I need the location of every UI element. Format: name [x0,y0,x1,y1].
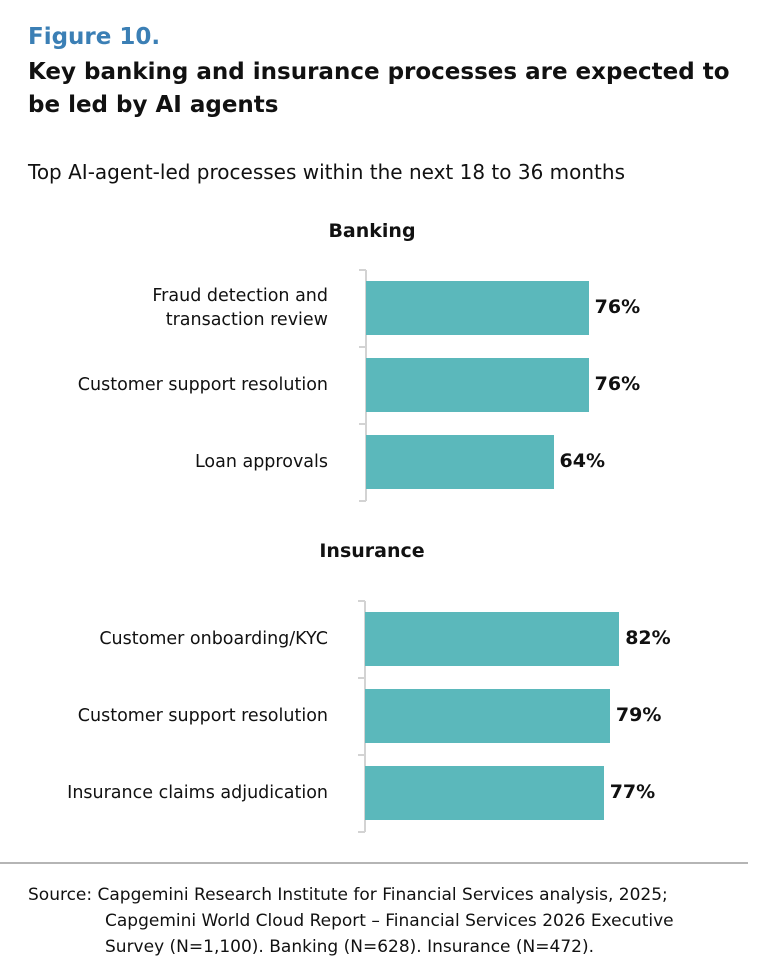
divider [0,862,748,864]
category-label: Fraud detection and transaction review [152,286,328,330]
bar [366,281,589,335]
axis-tick [358,754,365,756]
data-label: 64% [559,450,605,472]
source-line: Survey (N=1,100). Banking (N=628). Insur… [105,937,594,957]
bar [366,358,589,412]
bar [366,435,554,489]
source-note: Source: Capgemini Research Institute for… [28,882,674,960]
category-label: Insurance claims adjudication [67,783,328,803]
data-label: 82% [625,627,671,649]
source-line: Capgemini World Cloud Report – Financial… [105,911,674,931]
bar [365,689,610,743]
data-label: 77% [609,781,656,803]
section-title: Banking [328,220,416,242]
axis-tick [358,831,365,833]
axis-tick [358,677,365,679]
category-label: Customer onboarding/KYC [99,629,328,649]
axis-tick [359,500,366,502]
bar [365,612,620,666]
axis-tick [359,423,366,425]
category-label: Customer support resolution [77,375,328,395]
section-title: Insurance [319,540,425,562]
data-label: 76% [594,373,641,395]
category-label: Loan approvals [194,452,328,472]
figure-label: Figure 10. [28,24,161,50]
axis-tick [359,269,366,271]
bar [365,766,604,820]
axis-tick [358,600,365,602]
axis-tick [359,346,366,348]
category-label: Customer support resolution [77,706,328,726]
figure-title: Key banking and insurance processes are … [28,59,730,118]
source-line: Source: Capgemini Research Institute for… [28,885,668,905]
data-label: 79% [615,704,662,726]
data-label: 76% [594,296,641,318]
chart-subtitle: Top AI-agent-led processes within the ne… [28,160,625,184]
